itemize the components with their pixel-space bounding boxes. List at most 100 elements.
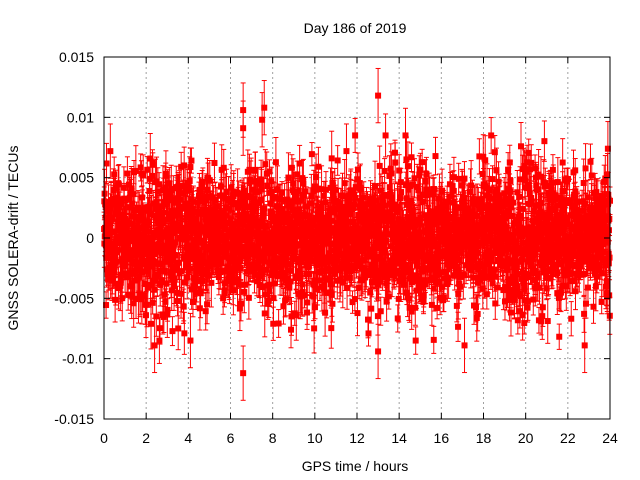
data-point <box>318 186 325 193</box>
data-point <box>230 287 237 294</box>
data-point <box>280 236 287 243</box>
data-point <box>255 180 262 187</box>
data-point <box>280 303 287 310</box>
data-point <box>294 171 301 178</box>
data-point <box>118 220 125 227</box>
data-point <box>103 302 110 309</box>
data-point <box>188 157 195 164</box>
data-point <box>252 252 259 259</box>
data-point <box>221 267 228 274</box>
data-point <box>112 280 119 287</box>
data-point <box>153 199 160 206</box>
data-point <box>245 294 252 301</box>
data-point <box>115 204 122 211</box>
data-point <box>208 279 215 286</box>
data-point <box>262 161 269 168</box>
data-point <box>247 204 254 211</box>
data-point <box>259 269 266 276</box>
data-point <box>111 171 118 178</box>
data-point <box>213 209 220 216</box>
data-point <box>149 161 156 168</box>
data-point <box>308 151 315 158</box>
data-point <box>156 208 163 215</box>
data-point <box>176 234 183 241</box>
data-point <box>115 207 122 214</box>
data-point <box>264 183 271 190</box>
data-point <box>283 249 290 256</box>
data-point <box>164 306 171 313</box>
data-point <box>112 252 119 259</box>
data-point <box>228 276 235 283</box>
data-point <box>315 185 322 192</box>
data-point <box>244 248 251 255</box>
data-point <box>138 296 145 303</box>
data-point <box>306 271 313 278</box>
data-point <box>166 239 173 246</box>
data-point <box>314 286 321 293</box>
data-point <box>174 264 181 271</box>
data-point <box>114 247 121 254</box>
data-point <box>185 234 192 241</box>
data-point <box>211 159 218 166</box>
data-point <box>317 205 324 212</box>
data-point <box>204 259 211 266</box>
data-point <box>119 295 126 302</box>
data-point <box>124 170 131 177</box>
data-point <box>311 183 318 190</box>
data-point <box>168 186 175 193</box>
data-point <box>156 181 163 188</box>
data-point <box>127 283 134 290</box>
data-point <box>322 309 329 316</box>
data-point <box>205 272 212 279</box>
data-point <box>127 251 134 258</box>
data-point <box>142 312 149 319</box>
data-point <box>252 166 259 173</box>
data-point <box>147 155 154 162</box>
data-point <box>238 245 245 252</box>
data-point <box>160 199 167 206</box>
data-point <box>164 189 171 196</box>
data-point <box>108 196 115 203</box>
data-point <box>299 289 306 296</box>
data-point <box>233 276 240 283</box>
data-point <box>262 291 269 298</box>
data-point <box>297 242 304 249</box>
data-point <box>306 219 313 226</box>
data-point <box>186 177 193 184</box>
data-point <box>261 251 268 258</box>
data-point <box>228 184 235 191</box>
data-point <box>296 255 303 262</box>
data-point <box>178 290 185 297</box>
data-point <box>175 259 182 266</box>
data-point <box>311 325 318 332</box>
data-point <box>112 296 119 303</box>
data-point <box>320 192 327 199</box>
data-point <box>129 200 136 207</box>
data-point <box>156 325 163 332</box>
data-point <box>197 290 204 297</box>
data-point <box>322 186 329 193</box>
data-point <box>298 292 305 299</box>
data-point <box>315 232 322 239</box>
data-point <box>175 209 182 216</box>
data-point <box>187 265 194 272</box>
data-point <box>290 180 297 187</box>
data-point <box>290 207 297 214</box>
data-point <box>253 188 260 195</box>
data-point <box>159 277 166 284</box>
data-point <box>220 295 227 302</box>
data-point <box>251 271 258 278</box>
data-point <box>222 195 229 202</box>
data-point <box>156 337 163 344</box>
data-point <box>146 205 153 212</box>
data-point <box>237 300 244 307</box>
data-point <box>184 228 191 235</box>
data-point <box>287 222 294 229</box>
data-point <box>181 279 188 286</box>
data-point <box>154 188 161 195</box>
data-point <box>254 199 261 206</box>
data-point <box>126 232 133 239</box>
data-point <box>143 301 150 308</box>
data-point <box>154 271 161 278</box>
data-point <box>218 183 225 190</box>
